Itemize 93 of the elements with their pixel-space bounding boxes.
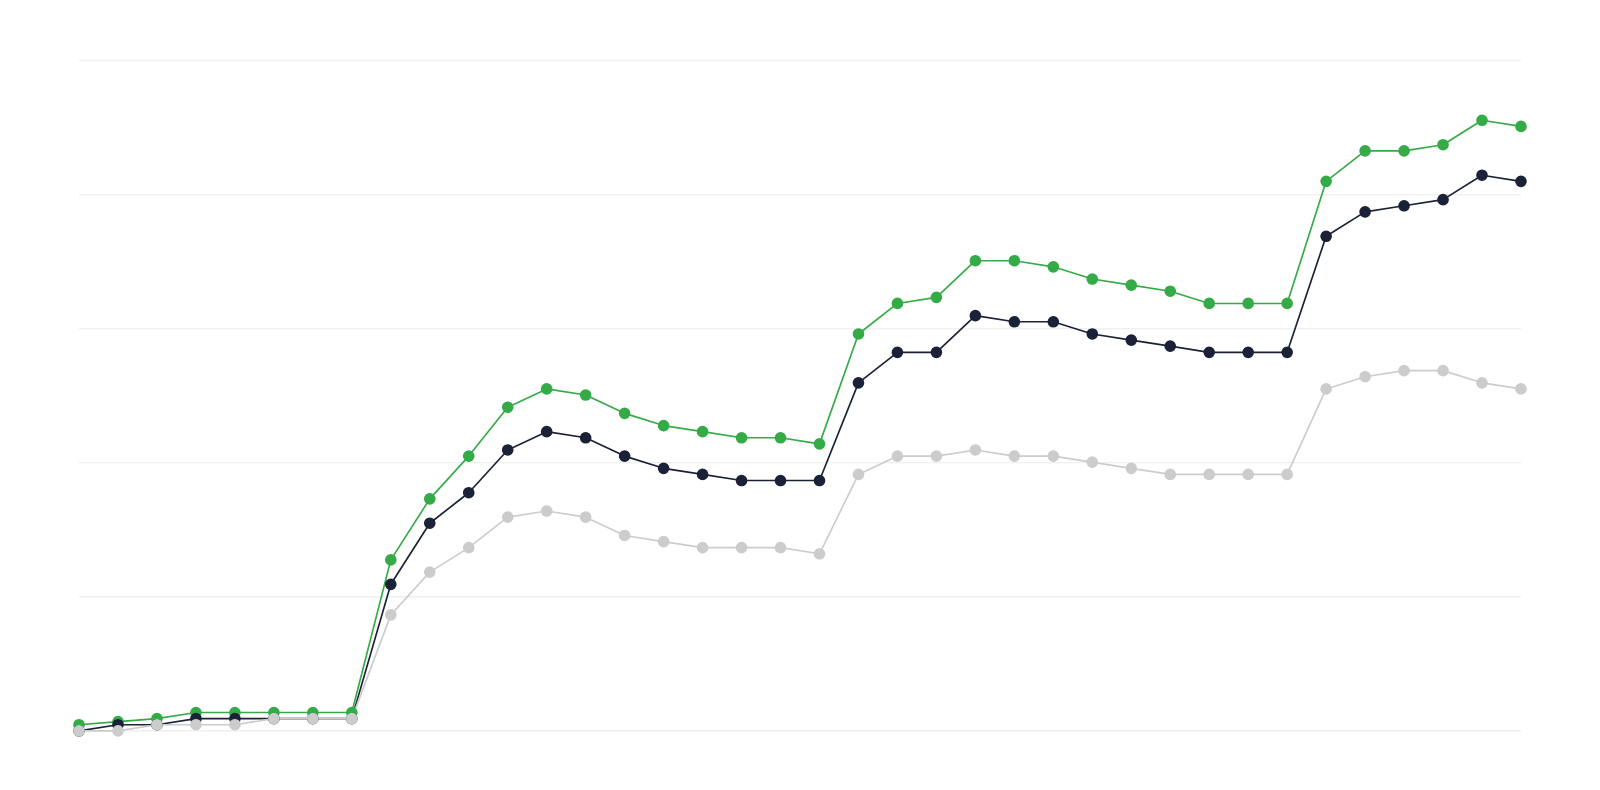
point bbox=[1476, 114, 1488, 127]
point bbox=[1320, 383, 1332, 395]
point bbox=[1242, 297, 1255, 310]
point bbox=[930, 450, 943, 462]
point bbox=[462, 450, 475, 462]
point bbox=[1125, 334, 1138, 346]
point bbox=[1242, 468, 1255, 481]
point bbox=[1125, 462, 1138, 475]
point bbox=[1086, 273, 1099, 285]
point bbox=[462, 486, 475, 499]
point bbox=[1398, 364, 1410, 377]
point bbox=[384, 608, 397, 621]
point bbox=[969, 444, 982, 456]
point bbox=[891, 297, 904, 310]
point bbox=[618, 407, 631, 420]
point bbox=[813, 474, 826, 487]
point bbox=[1203, 468, 1216, 481]
point bbox=[1281, 468, 1293, 481]
point bbox=[774, 541, 787, 554]
point bbox=[540, 383, 553, 395]
point bbox=[891, 346, 904, 359]
point bbox=[774, 431, 787, 444]
point bbox=[852, 468, 865, 481]
point bbox=[1476, 376, 1488, 389]
point bbox=[1203, 297, 1216, 310]
point bbox=[852, 328, 865, 340]
point bbox=[930, 291, 943, 304]
point bbox=[423, 492, 436, 505]
point bbox=[1398, 199, 1410, 212]
point bbox=[1164, 340, 1177, 352]
point bbox=[1281, 297, 1293, 310]
point bbox=[1164, 468, 1177, 481]
point bbox=[1515, 120, 1527, 133]
point bbox=[540, 505, 553, 517]
point bbox=[501, 511, 514, 523]
point bbox=[579, 389, 592, 401]
point bbox=[1125, 279, 1138, 291]
point bbox=[1437, 364, 1449, 377]
point bbox=[1281, 346, 1293, 359]
point bbox=[579, 431, 592, 444]
point bbox=[813, 438, 826, 450]
point bbox=[423, 566, 436, 578]
point bbox=[1437, 138, 1449, 151]
point bbox=[657, 462, 670, 475]
point bbox=[1320, 230, 1332, 243]
point bbox=[1008, 450, 1021, 462]
point bbox=[735, 541, 748, 554]
point bbox=[1047, 260, 1060, 273]
point bbox=[1047, 450, 1060, 462]
point bbox=[969, 254, 982, 267]
point bbox=[1242, 346, 1255, 359]
point bbox=[1086, 456, 1099, 468]
point bbox=[1086, 328, 1099, 340]
point bbox=[735, 474, 748, 487]
point bbox=[891, 450, 904, 462]
point bbox=[774, 474, 787, 487]
point bbox=[1320, 175, 1332, 188]
point bbox=[852, 376, 865, 389]
point bbox=[618, 529, 631, 542]
point bbox=[930, 346, 943, 359]
point bbox=[1008, 315, 1021, 328]
point bbox=[501, 444, 514, 456]
point bbox=[969, 309, 982, 322]
point bbox=[1164, 285, 1177, 298]
point bbox=[1398, 144, 1410, 157]
point bbox=[1008, 254, 1021, 267]
point bbox=[501, 401, 514, 414]
point bbox=[657, 419, 670, 432]
point bbox=[1203, 346, 1216, 359]
point bbox=[657, 535, 670, 548]
point bbox=[540, 425, 553, 438]
point bbox=[696, 425, 709, 438]
point bbox=[1047, 315, 1060, 328]
point bbox=[384, 578, 397, 591]
point bbox=[1437, 193, 1449, 206]
point bbox=[813, 547, 826, 560]
point bbox=[1476, 169, 1488, 182]
point bbox=[1359, 370, 1371, 383]
point bbox=[618, 450, 631, 462]
point bbox=[735, 431, 748, 444]
point bbox=[1359, 144, 1371, 157]
point bbox=[1359, 206, 1371, 218]
point bbox=[229, 718, 241, 731]
point bbox=[423, 517, 436, 530]
point bbox=[462, 541, 475, 554]
point bbox=[1515, 383, 1527, 395]
point bbox=[696, 541, 709, 554]
point bbox=[579, 511, 592, 523]
point bbox=[112, 724, 124, 737]
point bbox=[1515, 175, 1527, 188]
point bbox=[696, 468, 709, 481]
point bbox=[190, 718, 202, 731]
point bbox=[384, 554, 397, 566]
